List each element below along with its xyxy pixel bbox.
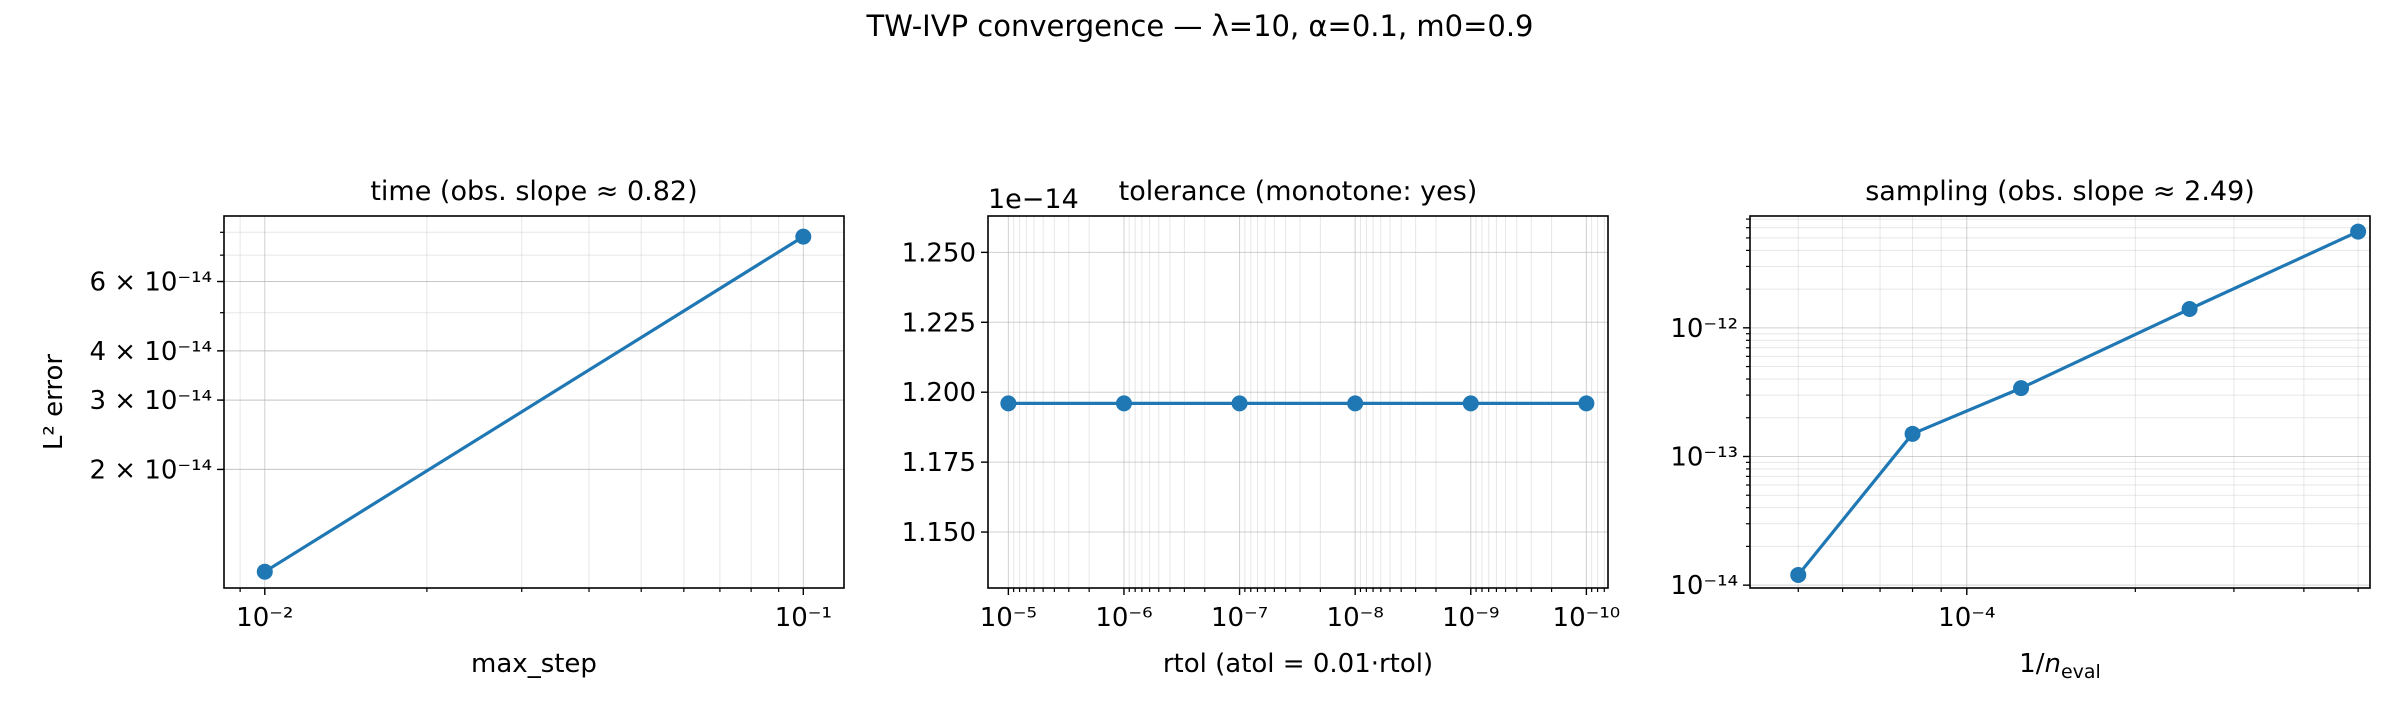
x-tick-label: 10⁻⁸ (1327, 603, 1384, 633)
chart-panel: 10⁻⁵ 10⁻⁶ 10⁻⁷ 10⁻⁸ 10⁻⁹ 10⁻¹⁰ 1.150 1.175 1.200… (902, 176, 1621, 679)
grid (988, 216, 1608, 588)
y-tick-label: 2 × 10⁻¹⁴ (89, 455, 212, 485)
data-point (1578, 395, 1595, 412)
y-tick-label: 10⁻¹³ (1670, 442, 1738, 472)
y-axis-label: L² error (39, 354, 69, 450)
x-axis-label-sub: eval (2061, 661, 2101, 683)
y-tick-label: 10⁻¹⁴ (1670, 571, 1738, 601)
x-tick-label: 10⁻² (236, 603, 293, 633)
data-point (1462, 395, 1479, 412)
data-point (2181, 301, 2198, 318)
y-tick-label: 4 × 10⁻¹⁴ (89, 337, 212, 367)
x-tick-label: 10⁻⁴ (1938, 603, 1995, 633)
data-point (1904, 425, 1921, 442)
grid (1750, 216, 2370, 588)
data-point (256, 563, 273, 580)
x-tick-label: 10⁻⁶ (1095, 603, 1152, 633)
x-tick-label: 10⁻¹⁰ (1553, 603, 1621, 633)
y-tick-label: 1.175 (902, 448, 976, 478)
y-offset-text: 1e−14 (988, 184, 1079, 215)
x-axis-label: max_step (471, 649, 597, 679)
chart-panel: 10⁻⁴ 10⁻¹⁴ 10⁻¹³ 10⁻¹² sampling (obs. slope … (1670, 176, 2371, 683)
x-tick-label: 10⁻⁷ (1211, 603, 1268, 633)
panel-title: sampling (obs. slope ≈ 2.49) (1865, 176, 2255, 207)
figure-title: TW-IVP convergence — λ=10, α=0.1, m0=0.9 (866, 9, 1534, 43)
grid (224, 216, 844, 588)
x-tick-label: 10⁻⁹ (1442, 603, 1499, 633)
panel-title: tolerance (monotone: yes) (1119, 176, 1478, 207)
plot-frame (1749, 215, 2371, 589)
panels: 10⁻² 10⁻¹ 2 × 10⁻¹⁴ 3 × 10⁻¹⁴ 4 × 10⁻¹⁴ 6 × 1… (39, 176, 2371, 683)
y-tick-label: 1.225 (902, 308, 976, 338)
data-point (1790, 566, 1807, 583)
y-tick-label: 1.200 (902, 378, 976, 408)
data-point (2013, 380, 2030, 397)
y-tick-label: 1.150 (902, 518, 976, 548)
data-point (2350, 223, 2367, 240)
x-axis-label: 1/neval (2019, 649, 2101, 683)
y-tick-label: 6 × 10⁻¹⁴ (89, 268, 212, 298)
x-tick-label: 10⁻⁵ (980, 603, 1037, 633)
data-point (1115, 395, 1132, 412)
x-axis-label: rtol (atol = 0.01·rtol) (1163, 649, 1433, 679)
x-axis-label-var: n (2044, 649, 2060, 679)
series-line (263, 235, 805, 574)
data-point (1231, 395, 1248, 412)
x-axis-label-prefix: 1/ (2019, 649, 2045, 679)
data-point (1000, 395, 1017, 412)
y-tick-label: 1.250 (902, 238, 976, 268)
plot-frame (223, 215, 845, 589)
y-tick-label: 10⁻¹² (1670, 314, 1738, 344)
chart-panel: 10⁻² 10⁻¹ 2 × 10⁻¹⁴ 3 × 10⁻¹⁴ 4 × 10⁻¹⁴ 6 × 1… (39, 176, 845, 679)
data-point (795, 228, 812, 245)
x-tick-label: 10⁻¹ (775, 603, 832, 633)
panel-title: time (obs. slope ≈ 0.82) (370, 176, 697, 207)
plot-frame (987, 215, 1609, 589)
data-point (1347, 395, 1364, 412)
y-tick-label: 3 × 10⁻¹⁴ (89, 386, 212, 416)
